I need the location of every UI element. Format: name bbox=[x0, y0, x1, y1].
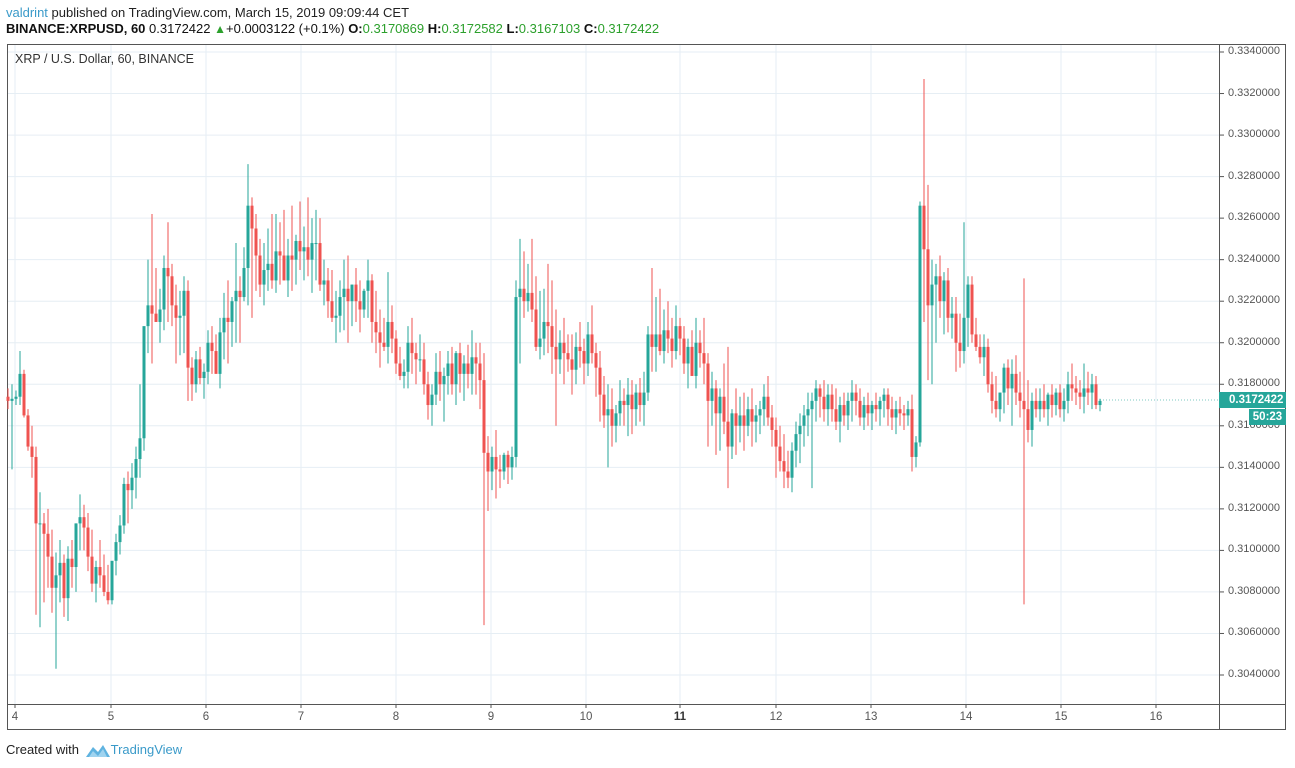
up-arrow-icon: ▲ bbox=[214, 22, 227, 36]
price-axis-label: 0.3080000 bbox=[1228, 584, 1280, 597]
close-label: C: bbox=[583, 21, 598, 36]
chart-legend: XRP / U.S. Dollar, 60, BINANCE bbox=[15, 52, 194, 66]
time-axis-label: 7 bbox=[297, 711, 305, 723]
close-value: 0.3172422 bbox=[597, 21, 660, 36]
time-axis-label: 8 bbox=[392, 711, 400, 723]
price-axis-label: 0.3100000 bbox=[1228, 543, 1280, 556]
open-value: 0.3170869 bbox=[362, 21, 425, 36]
time-axis-label: 14 bbox=[959, 711, 973, 723]
price-axis-label: 0.3240000 bbox=[1228, 252, 1280, 265]
time-axis-label: 12 bbox=[769, 711, 783, 723]
time-axis-label: 9 bbox=[487, 711, 495, 723]
time-axis-label: 15 bbox=[1054, 711, 1068, 723]
price-axis-label: 0.3260000 bbox=[1228, 211, 1280, 224]
high-label: H: bbox=[427, 21, 442, 36]
bar-countdown-tag: 50:23 bbox=[1249, 409, 1286, 425]
price-axis-label: 0.3040000 bbox=[1228, 668, 1280, 680]
time-axis-label: 10 bbox=[579, 711, 593, 723]
ohlc-bar: BINANCE:XRPUSD, 60 0.3172422 ▲+0.0003122… bbox=[6, 21, 659, 36]
chart-frame[interactable] bbox=[7, 44, 1286, 730]
price-axis-label: 0.3300000 bbox=[1228, 128, 1280, 141]
price-axis-label: 0.3340000 bbox=[1228, 45, 1280, 57]
price-axis-label: 0.3180000 bbox=[1228, 377, 1280, 390]
time-axis-label: 4 bbox=[11, 711, 19, 723]
price-axis-label: 0.3280000 bbox=[1228, 169, 1280, 182]
price-axis-label: 0.3120000 bbox=[1228, 501, 1280, 514]
time-axis-label: 6 bbox=[202, 711, 210, 723]
footer: Created with TradingView bbox=[6, 742, 182, 757]
author-link[interactable]: valdrint bbox=[6, 5, 48, 20]
price-axis-label: 0.3060000 bbox=[1228, 626, 1280, 639]
time-axis-label: 5 bbox=[107, 711, 115, 723]
time-axis-label: 11 bbox=[673, 711, 687, 723]
open-label: O: bbox=[348, 21, 363, 36]
price-axis-label: 0.3320000 bbox=[1228, 86, 1280, 99]
last-price: 0.3172422 bbox=[149, 21, 211, 36]
price-change: +0.0003122 (+0.1%) bbox=[226, 21, 345, 36]
price-axis-label: 0.3220000 bbox=[1228, 294, 1280, 307]
tradingview-link[interactable]: TradingView bbox=[110, 742, 183, 757]
published-text: published on TradingView.com, March 15, … bbox=[51, 5, 410, 20]
price-axis-label: 0.3140000 bbox=[1228, 460, 1280, 473]
last-price-tag: 0.3172422 bbox=[1219, 392, 1286, 408]
low-label: L: bbox=[506, 21, 519, 36]
time-axis-label: 13 bbox=[864, 711, 878, 723]
price-axis-label: 0.3200000 bbox=[1228, 335, 1280, 348]
publish-info: valdrint published on TradingView.com, M… bbox=[6, 5, 409, 20]
low-value: 0.3167103 bbox=[518, 21, 581, 36]
tradingview-logo-icon bbox=[85, 745, 110, 757]
symbol-label: BINANCE:XRPUSD, 60 bbox=[6, 21, 146, 36]
time-axis-label: 16 bbox=[1149, 711, 1163, 723]
high-value: 0.3172582 bbox=[441, 21, 503, 36]
created-with-label: Created with bbox=[6, 742, 79, 757]
